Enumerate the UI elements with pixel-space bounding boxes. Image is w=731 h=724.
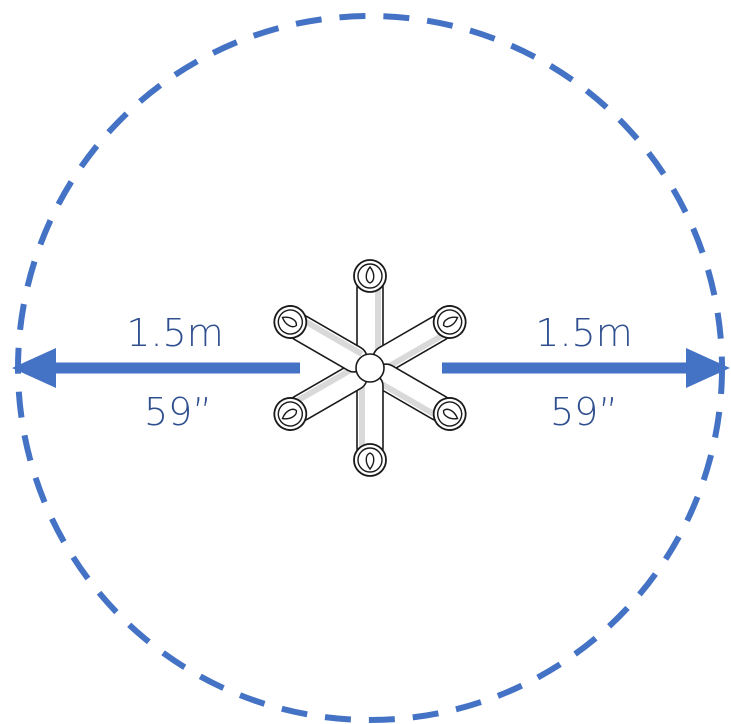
fixture-arm [273, 363, 368, 431]
arrow-right-icon [442, 348, 730, 388]
left-imperial-label: 59” [144, 390, 212, 434]
left-metric-label: 1.5m [126, 311, 223, 355]
fixture-arm [353, 373, 387, 477]
fixture-arm [372, 363, 467, 431]
left-arrow-head [12, 348, 56, 388]
fixture-arm [372, 305, 467, 373]
fixture-hub [355, 353, 385, 383]
arrow-left-icon [12, 348, 300, 388]
right-imperial-label: 59” [550, 390, 618, 434]
six-arm-fixture-icon [273, 259, 467, 477]
right-arrow-head [686, 348, 730, 388]
fixture-arm [273, 305, 368, 373]
right-metric-label: 1.5m [535, 311, 632, 355]
fixture-arm [353, 259, 387, 363]
